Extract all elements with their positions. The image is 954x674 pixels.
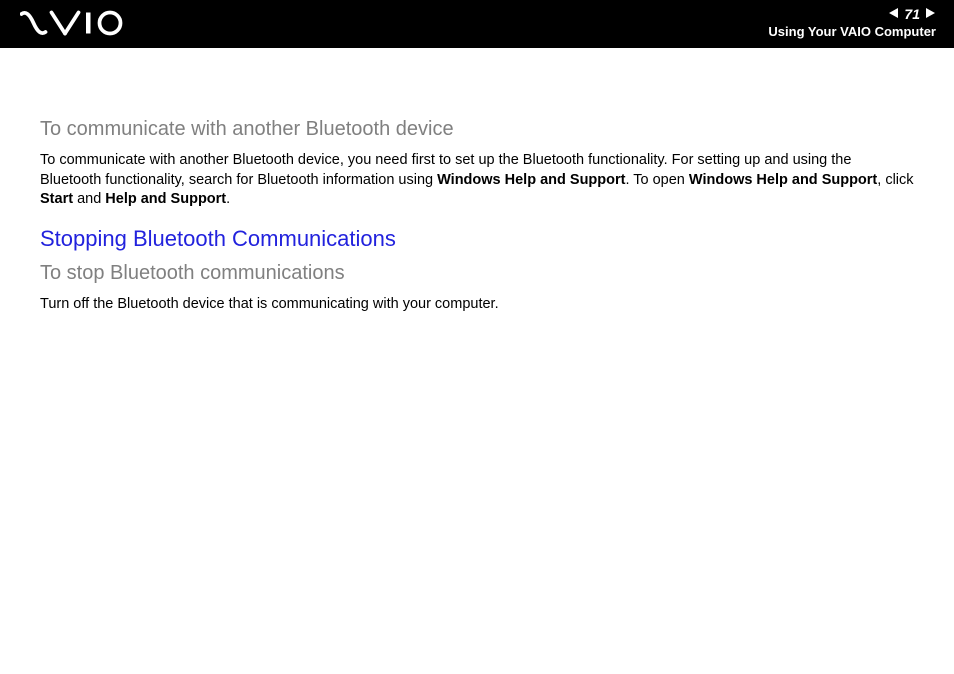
section-heading-stopping: Stopping Bluetooth Communications: [40, 226, 914, 252]
paragraph-stop: Turn off the Bluetooth device that is co…: [40, 295, 914, 315]
page-navigation: 71: [768, 6, 936, 22]
prev-page-arrow-icon[interactable]: [888, 6, 900, 22]
page-header: 71 Using Your VAIO Computer: [0, 0, 954, 48]
text-fragment: and: [73, 191, 105, 207]
paragraph-communicate: To communicate with another Bluetooth de…: [40, 151, 914, 210]
sub-heading-communicate: To communicate with another Bluetooth de…: [40, 118, 914, 141]
sub-heading-stop: To stop Bluetooth communications: [40, 262, 914, 285]
text-fragment: .: [226, 191, 230, 207]
bold-text: Windows Help and Support: [437, 172, 625, 188]
vaio-logo: [20, 8, 140, 40]
bold-text: Start: [40, 191, 73, 207]
text-fragment: , click: [877, 172, 913, 188]
bold-text: Help and Support: [105, 191, 226, 207]
header-right: 71 Using Your VAIO Computer: [768, 6, 936, 39]
page-content: To communicate with another Bluetooth de…: [0, 48, 954, 350]
text-fragment: . To open: [625, 172, 688, 188]
page-number: 71: [904, 6, 920, 22]
bold-text: Windows Help and Support: [689, 172, 877, 188]
next-page-arrow-icon[interactable]: [924, 6, 936, 22]
section-label: Using Your VAIO Computer: [768, 24, 936, 39]
